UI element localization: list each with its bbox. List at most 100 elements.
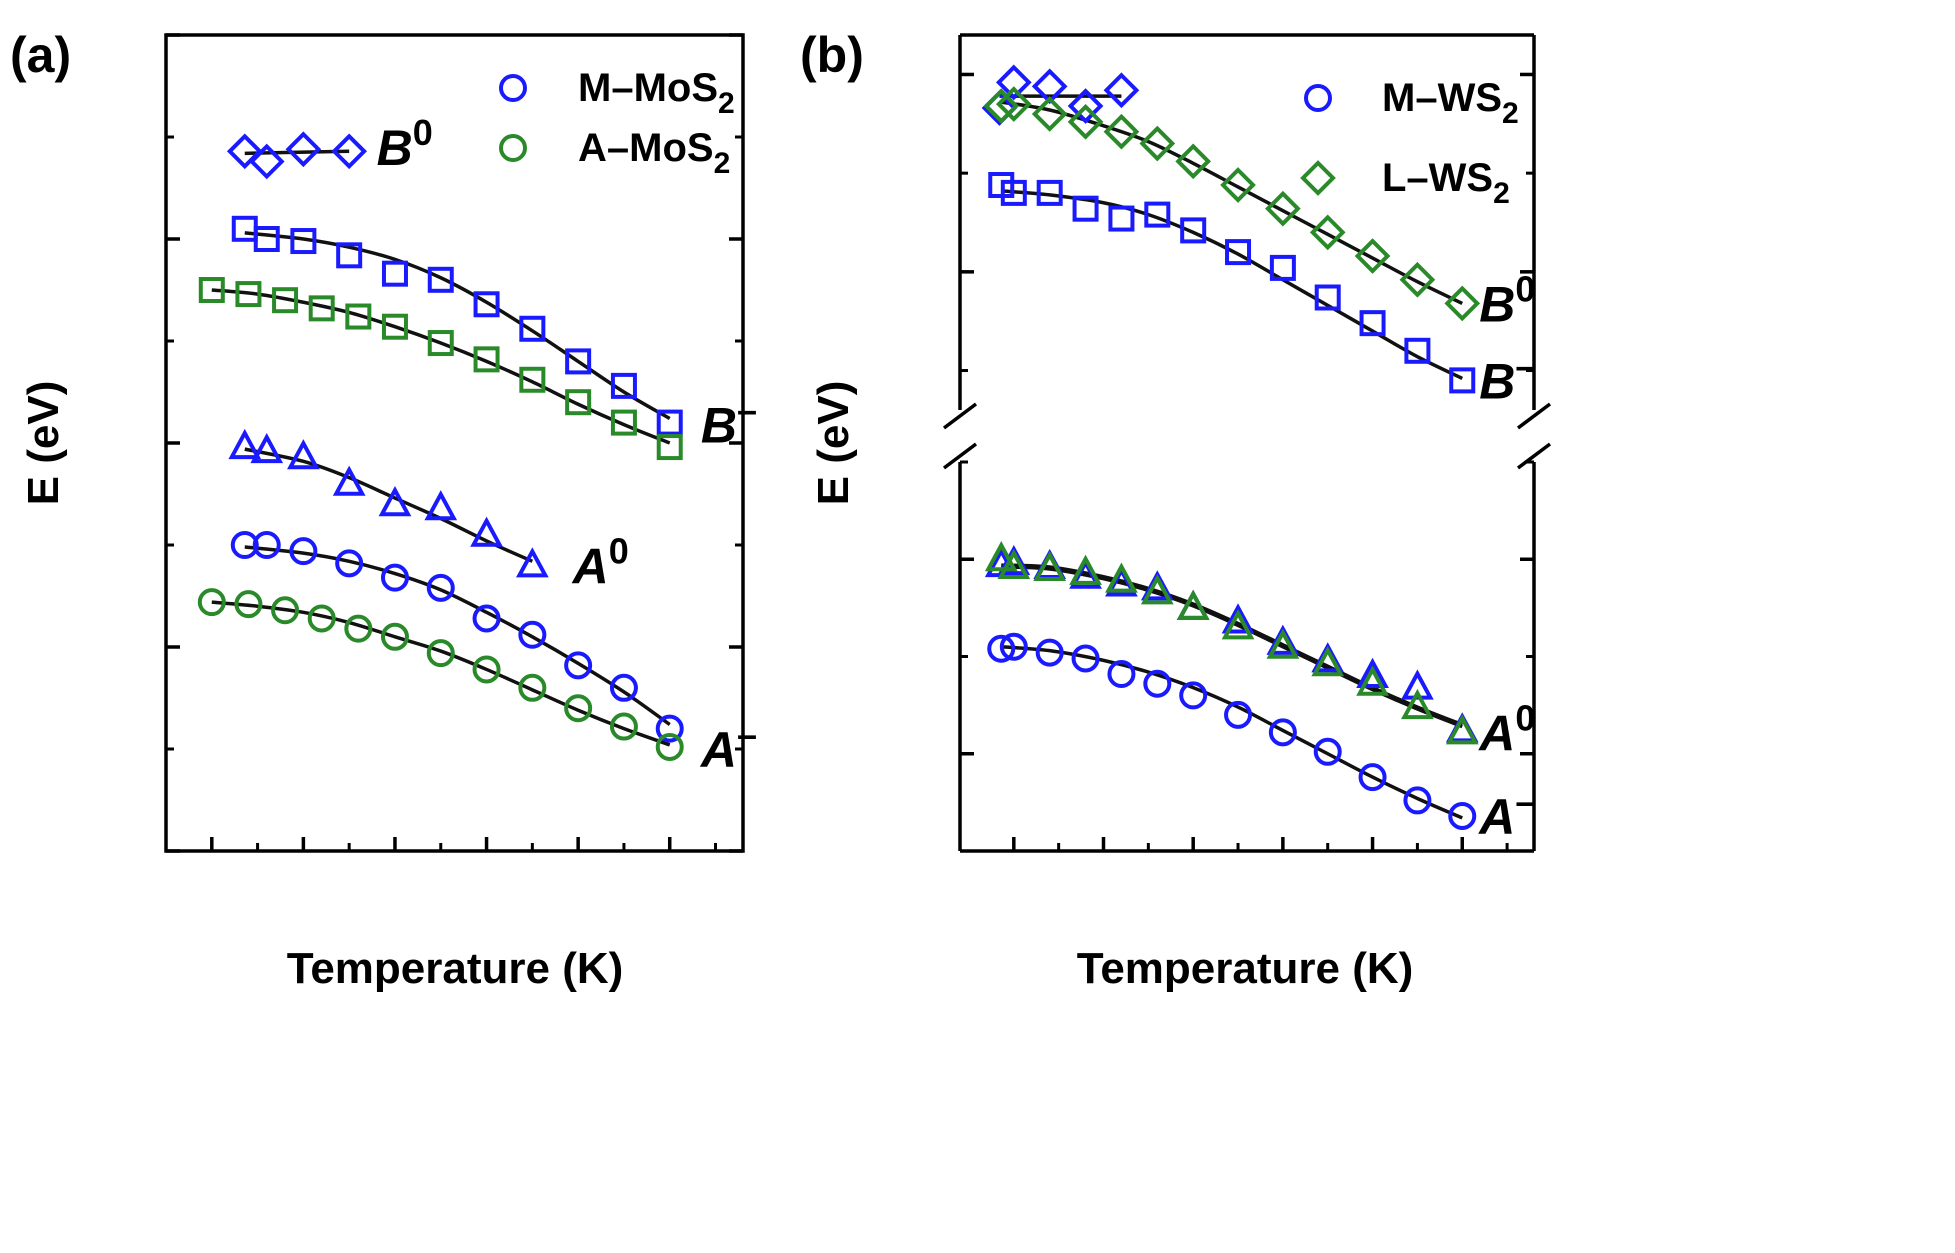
point-m-mos2-a-	[252, 531, 281, 559]
point-a-mos2-a-	[564, 694, 593, 723]
point-m-mos2-b-	[565, 348, 592, 375]
fit-line-l-ws2-a0	[1001, 563, 1463, 727]
panel-a-markers	[197, 131, 684, 761]
point-m-mos2-a0	[228, 428, 262, 460]
point-l-ws2-a0	[1311, 646, 1345, 677]
point-a-mos2-b-	[272, 287, 299, 314]
legend-subscript: 2	[714, 147, 731, 180]
point-l-ws2-a0	[1069, 554, 1102, 585]
point-m-mos2-a-	[230, 531, 259, 559]
point-a-mos2-b-	[381, 313, 408, 340]
point-l-ws2-b0	[1067, 104, 1104, 140]
point-m-ws2-a-	[1071, 644, 1100, 673]
point-a-mos2-a-	[307, 604, 336, 633]
point-l-ws2-a0	[1176, 589, 1210, 620]
point-a-mos2-a-	[472, 655, 501, 684]
fit-line-m-mos2-b-	[244, 231, 671, 421]
point-m-mos2-b-	[253, 226, 280, 252]
point-m-ws2-a-	[999, 632, 1028, 661]
peak-label-b1-sup: –	[737, 390, 757, 431]
point-m-mos2-a0	[378, 486, 412, 517]
point-m-mos2-b-	[656, 409, 683, 436]
point-a-mos2-a-	[344, 614, 373, 643]
point-m-mos2-a0	[332, 465, 366, 496]
panel-b-markers	[981, 64, 1481, 830]
point-m-ws2-a-	[1224, 700, 1253, 729]
peak-label-b1-base: B	[1479, 353, 1515, 409]
point-l-ws2-a0	[1445, 714, 1479, 745]
legend-text: M–MoS	[578, 66, 718, 110]
point-m-ws2-a0	[1221, 603, 1255, 634]
point-m-ws2-b-	[1314, 284, 1341, 311]
peak-label-a3-base: A	[1477, 789, 1515, 845]
point-m-ws2-b-	[1225, 239, 1252, 266]
point-m-ws2-a-	[1268, 718, 1297, 747]
point-m-mos2-b0	[248, 143, 285, 180]
point-m-mos2-a-	[426, 573, 455, 602]
legend-subscript: 2	[1493, 177, 1510, 210]
point-m-mos2-a-	[335, 549, 364, 578]
point-m-mos2-b-	[336, 242, 363, 269]
axis-break-mark-2	[1516, 402, 1552, 430]
point-m-ws2-b0	[1103, 72, 1140, 109]
fit-line-m-ws2-b-	[1001, 189, 1464, 380]
peak-label-a3: A–	[1477, 781, 1535, 845]
legend-marker-m-ws	[1304, 84, 1332, 112]
point-m-ws2-a0	[1356, 657, 1389, 688]
point-m-ws2-b-	[1449, 367, 1476, 394]
point-m-ws2-a-	[1313, 737, 1342, 766]
point-a-mos2-b-	[610, 409, 637, 436]
point-l-ws2-b0	[1265, 190, 1301, 227]
point-l-ws2-a0	[984, 541, 1018, 572]
point-m-mos2-a-	[609, 673, 638, 702]
point-m-ws2-b-	[1269, 254, 1296, 281]
panel-a-letter: (a)	[10, 27, 71, 83]
fit-line-m-mos2-a0	[244, 447, 534, 563]
point-m-mos2-b0	[331, 133, 368, 170]
point-a-mos2-a-	[518, 673, 547, 702]
peak-label-b0-sup: 0	[413, 112, 433, 153]
point-m-mos2-a-	[518, 620, 547, 649]
panel-a-ticks	[166, 33, 743, 853]
peak-label-b0: B0	[1479, 268, 1535, 332]
panel-a-legend: M–MoS 2A–MoS2	[499, 66, 735, 180]
legend-subscript: 2	[1502, 97, 1519, 130]
point-m-mos2-a0	[515, 547, 549, 578]
point-m-ws2-b-	[1144, 201, 1171, 228]
point-l-ws2-b0	[1103, 113, 1140, 150]
legend-text: A–MoS	[578, 126, 714, 170]
peak-label-b0-base: B	[377, 120, 413, 176]
point-l-ws2-b0	[983, 88, 1020, 124]
point-m-ws2-b0	[1067, 88, 1104, 124]
point-a-mos2-a-	[426, 639, 455, 668]
point-a-mos2-a-	[609, 712, 638, 741]
peak-label-b1: B–	[701, 390, 757, 454]
point-m-mos2-b-	[231, 215, 258, 242]
point-l-ws2-b0	[1220, 167, 1256, 203]
peak-label-a2-sup: 0	[609, 530, 629, 571]
legend-label-l-ws: L–WS2	[1382, 156, 1510, 210]
point-m-mos2-a-	[289, 537, 318, 566]
point-l-ws2-a0	[1033, 550, 1067, 581]
point-l-ws2-b0	[1139, 125, 1176, 162]
point-m-ws2-a-	[1035, 638, 1064, 667]
point-m-mos2-a0	[250, 432, 284, 464]
point-m-ws2-b-	[1072, 195, 1099, 222]
fit-line-l-ws2-b0	[1000, 100, 1464, 305]
point-a-mos2-b-	[565, 389, 592, 416]
peak-label-b1-sup: –	[1515, 345, 1535, 386]
point-m-mos2-a0	[470, 516, 503, 547]
panel-b-fit-lines	[999, 94, 1464, 820]
panel-a-xlabel: Temperature (K)	[287, 944, 624, 993]
peak-label-a2: A0	[571, 530, 629, 594]
point-m-ws2-a-	[1403, 786, 1432, 815]
peak-label-a3-sup: –	[737, 714, 757, 755]
legend-label-a-mos: A–MoS2	[578, 126, 730, 180]
point-l-ws2-a0	[1105, 562, 1138, 593]
point-m-ws2-a-	[1358, 763, 1387, 792]
point-a-mos2-b-	[345, 303, 372, 330]
